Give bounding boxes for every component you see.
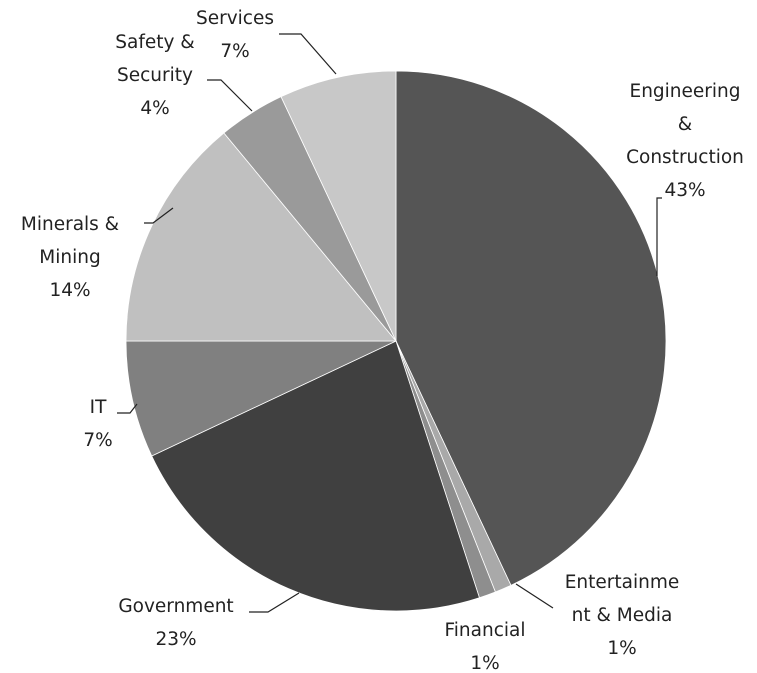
value-label: 4% [140,98,169,119]
pie-slices [125,70,667,612]
label-engineering-construction: Engineering & Construction 43% [626,81,744,201]
category-label-line: Construction [626,147,744,168]
slice-services [280,70,397,342]
label-it: IT 7% [83,397,112,451]
label-services: Services 7% [196,8,274,62]
category-label-line: IT [90,397,107,418]
label-government: Government 23% [118,596,233,650]
category-label-line: Security [117,65,193,86]
slice-government [151,340,480,612]
category-label-line: Engineering [630,81,741,102]
value-label: 1% [607,638,636,659]
category-label-line: Services [196,8,274,29]
leader-line-engineering-construction [656,197,662,276]
value-label: 23% [155,629,196,650]
category-label-line: Safety & [115,32,194,53]
label-safety-security: Safety & Security 4% [115,32,194,119]
slice-minerals-mining [125,132,397,342]
leader-lines [117,33,662,613]
label-entertainme-nt-media: Entertainme nt & Media 1% [565,572,680,659]
value-label: 43% [664,180,705,201]
leader-line-services [279,33,337,75]
label-financial: Financial 1% [444,620,525,673]
value-label: 7% [220,41,249,62]
slice-it [125,340,397,457]
category-label-line: nt & Media [572,605,673,626]
category-label-line: Financial [444,620,525,641]
value-label: 14% [49,280,90,301]
slice-engineering-construction [395,70,667,586]
leader-line-safety-security [207,79,253,112]
category-label-line: Mining [39,247,100,268]
category-label-line: & [678,114,692,135]
category-label-line: Government [118,596,233,617]
label-minerals-mining: Minerals & Mining 14% [21,214,119,301]
slice-labels: Engineering & Construction 43% Entertainme nt… [21,8,744,673]
category-label-line: Minerals & [21,214,119,235]
value-label: 7% [83,430,112,451]
leader-line-minerals-mining [144,207,174,224]
value-label: 1% [470,653,499,673]
leader-line-entertainme-nt-media [515,583,554,609]
leader-line-government [249,592,300,613]
leader-line-it [117,403,138,414]
category-label-line: Entertainme [565,572,680,593]
